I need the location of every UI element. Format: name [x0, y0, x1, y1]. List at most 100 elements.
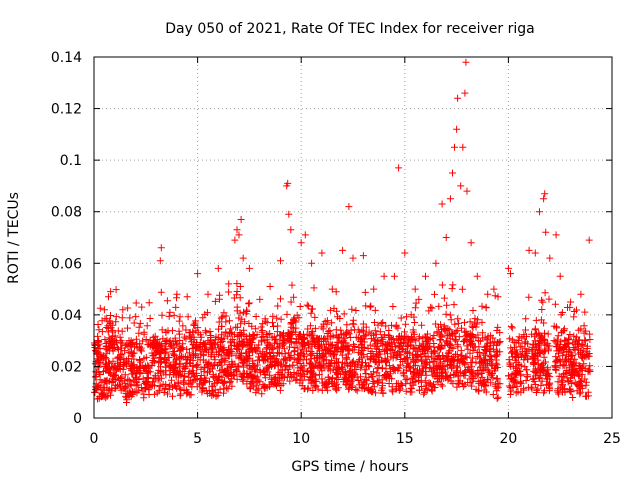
data-point [323, 320, 331, 328]
data-point [169, 392, 176, 400]
x-tick-label: 15 [396, 431, 414, 447]
data-point [235, 345, 243, 353]
data-point [334, 384, 342, 392]
data-point [131, 388, 139, 396]
data-point [421, 377, 429, 385]
data-point [376, 328, 384, 336]
data-point [484, 359, 491, 367]
data-point [416, 366, 423, 374]
data-point [410, 370, 418, 378]
data-point [148, 381, 156, 389]
data-point [249, 331, 257, 338]
data-point [246, 383, 254, 391]
data-point [105, 293, 112, 301]
data-point [266, 283, 274, 290]
data-point [258, 390, 266, 398]
data-point [126, 314, 134, 322]
data-point [408, 351, 416, 359]
data-point [415, 295, 423, 303]
data-point [345, 203, 353, 211]
data-point [152, 374, 160, 382]
data-point [309, 387, 317, 394]
data-point [523, 373, 531, 381]
data-point [342, 330, 350, 338]
data-point [534, 385, 542, 393]
data-point [122, 392, 130, 400]
data-point [370, 355, 378, 363]
data-point [528, 354, 536, 362]
data-point [118, 350, 126, 358]
data-point [296, 331, 303, 338]
data-point [402, 387, 410, 395]
data-point [463, 354, 471, 362]
data-point [140, 328, 148, 336]
data-point [412, 350, 420, 358]
data-point [325, 379, 333, 387]
data-point [202, 374, 210, 382]
data-point [179, 368, 187, 375]
data-point [119, 365, 127, 373]
data-point [447, 316, 455, 324]
data-point [338, 351, 346, 359]
data-point [343, 321, 351, 329]
data-point [95, 369, 103, 377]
data-point [375, 353, 383, 361]
data-point [522, 347, 530, 355]
data-point [452, 337, 460, 345]
data-point [219, 379, 227, 387]
data-point [561, 369, 569, 377]
data-point [268, 379, 276, 387]
data-point [285, 330, 293, 338]
data-point [328, 341, 336, 349]
data-point [561, 357, 569, 365]
data-point [361, 288, 369, 296]
data-point [351, 371, 359, 379]
data-point [339, 368, 347, 376]
data-point [451, 320, 459, 328]
data-point [164, 354, 172, 361]
data-point [254, 356, 262, 364]
data-point [367, 388, 375, 396]
data-point [554, 378, 562, 386]
data-point [163, 297, 171, 305]
data-point [158, 311, 166, 319]
data-point [350, 320, 358, 328]
data-point [256, 295, 264, 303]
data-point [149, 378, 157, 386]
data-point [572, 367, 580, 375]
data-point [109, 347, 117, 355]
data-point [543, 375, 551, 383]
data-point [261, 315, 269, 323]
data-point [403, 375, 411, 383]
data-point [435, 302, 443, 310]
data-point [491, 364, 499, 372]
data-point [398, 382, 406, 389]
data-point [223, 371, 231, 379]
data-point [469, 307, 477, 314]
data-point [446, 311, 454, 319]
data-point [270, 339, 278, 347]
data-point [263, 384, 271, 392]
data-point [232, 368, 240, 376]
data-point [285, 349, 293, 357]
data-point [472, 334, 480, 342]
data-point [263, 344, 271, 352]
data-point [575, 372, 583, 380]
data-point [524, 383, 532, 391]
data-point [268, 378, 276, 386]
data-point [531, 358, 538, 366]
data-point [207, 340, 215, 348]
data-point [318, 375, 326, 383]
data-point [266, 371, 274, 379]
data-point [445, 374, 453, 382]
data-point [533, 343, 541, 351]
data-point [179, 322, 187, 330]
data-point [580, 360, 588, 368]
data-point [166, 308, 174, 316]
data-point [215, 351, 223, 358]
data-point [411, 285, 419, 293]
data-point [440, 294, 448, 302]
data-point [428, 368, 436, 376]
data-point [233, 288, 241, 295]
data-point [207, 365, 215, 373]
